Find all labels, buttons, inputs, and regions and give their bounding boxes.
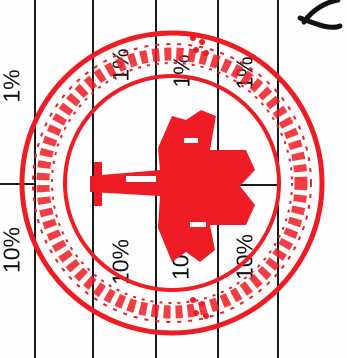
table-border-line	[0, 183, 34, 185]
table-border-line	[34, 0, 36, 358]
